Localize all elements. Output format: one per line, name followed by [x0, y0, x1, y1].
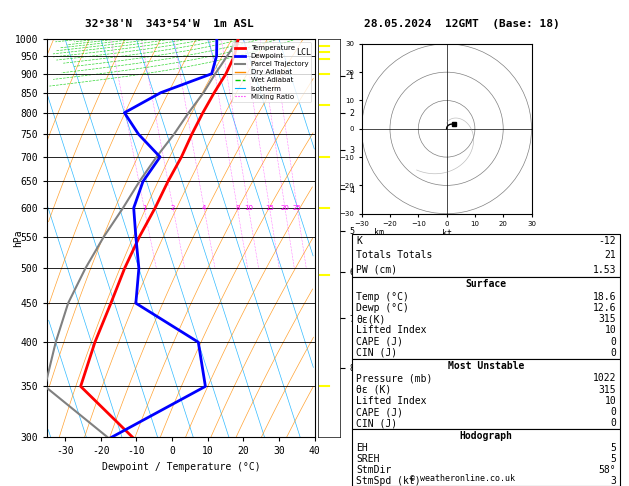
Legend: Temperature, Dewpoint, Parcel Trajectory, Dry Adiabat, Wet Adiabat, Isotherm, Mi: Temperature, Dewpoint, Parcel Trajectory…	[232, 42, 311, 103]
Text: CAPE (J): CAPE (J)	[356, 407, 403, 417]
Text: 315: 315	[599, 314, 616, 324]
Text: 1.53: 1.53	[593, 264, 616, 275]
Text: Totals Totals: Totals Totals	[356, 250, 432, 260]
Text: 315: 315	[599, 384, 616, 395]
Text: StmDir: StmDir	[356, 465, 391, 475]
Text: 5: 5	[610, 454, 616, 464]
Text: 58°: 58°	[599, 465, 616, 475]
Text: -12: -12	[599, 236, 616, 246]
Text: Pressure (mb): Pressure (mb)	[356, 373, 432, 383]
Y-axis label: km
ASL: km ASL	[372, 228, 387, 248]
Text: 10: 10	[604, 326, 616, 335]
Text: LCL: LCL	[296, 48, 311, 57]
Text: SREH: SREH	[356, 454, 379, 464]
Text: Hodograph: Hodograph	[460, 431, 513, 441]
Text: 25: 25	[293, 205, 301, 211]
Bar	[352, 429, 620, 486]
Text: K: K	[356, 236, 362, 246]
Y-axis label: hPa: hPa	[13, 229, 23, 247]
Text: 1: 1	[142, 205, 147, 211]
Text: 2: 2	[171, 205, 175, 211]
Text: 0: 0	[610, 348, 616, 358]
Text: 0: 0	[610, 418, 616, 428]
X-axis label: kt: kt	[442, 229, 452, 238]
Bar	[352, 277, 620, 359]
Text: Surface: Surface	[465, 279, 506, 289]
Bar	[352, 234, 620, 277]
Text: 4: 4	[202, 205, 206, 211]
Text: StmSpd (kt): StmSpd (kt)	[356, 476, 421, 486]
Text: 18.6: 18.6	[593, 292, 616, 302]
Text: 3: 3	[610, 476, 616, 486]
Text: Temp (°C): Temp (°C)	[356, 292, 409, 302]
Text: 21: 21	[604, 250, 616, 260]
Text: 20: 20	[281, 205, 289, 211]
Text: θε (K): θε (K)	[356, 384, 391, 395]
Text: 10: 10	[244, 205, 253, 211]
Text: 0: 0	[610, 407, 616, 417]
Text: © weatheronline.co.uk: © weatheronline.co.uk	[410, 474, 515, 483]
Text: θε(K): θε(K)	[356, 314, 386, 324]
Text: Lifted Index: Lifted Index	[356, 326, 426, 335]
Bar	[352, 359, 620, 429]
Text: CIN (J): CIN (J)	[356, 348, 397, 358]
Text: PW (cm): PW (cm)	[356, 264, 397, 275]
Text: 32°38'N  343°54'W  1m ASL: 32°38'N 343°54'W 1m ASL	[86, 19, 254, 29]
Text: CIN (J): CIN (J)	[356, 418, 397, 428]
Text: 12.6: 12.6	[593, 303, 616, 313]
Text: Most Unstable: Most Unstable	[448, 361, 525, 371]
Text: 10: 10	[604, 396, 616, 406]
Text: 0: 0	[610, 337, 616, 347]
Text: Dewp (°C): Dewp (°C)	[356, 303, 409, 313]
Text: 1022: 1022	[593, 373, 616, 383]
Text: 5: 5	[610, 443, 616, 453]
X-axis label: Dewpoint / Temperature (°C): Dewpoint / Temperature (°C)	[101, 462, 260, 472]
Text: 8: 8	[235, 205, 240, 211]
Text: CAPE (J): CAPE (J)	[356, 337, 403, 347]
Text: EH: EH	[356, 443, 368, 453]
Text: 15: 15	[265, 205, 274, 211]
Text: 28.05.2024  12GMT  (Base: 18): 28.05.2024 12GMT (Base: 18)	[364, 19, 560, 29]
Text: Lifted Index: Lifted Index	[356, 396, 426, 406]
